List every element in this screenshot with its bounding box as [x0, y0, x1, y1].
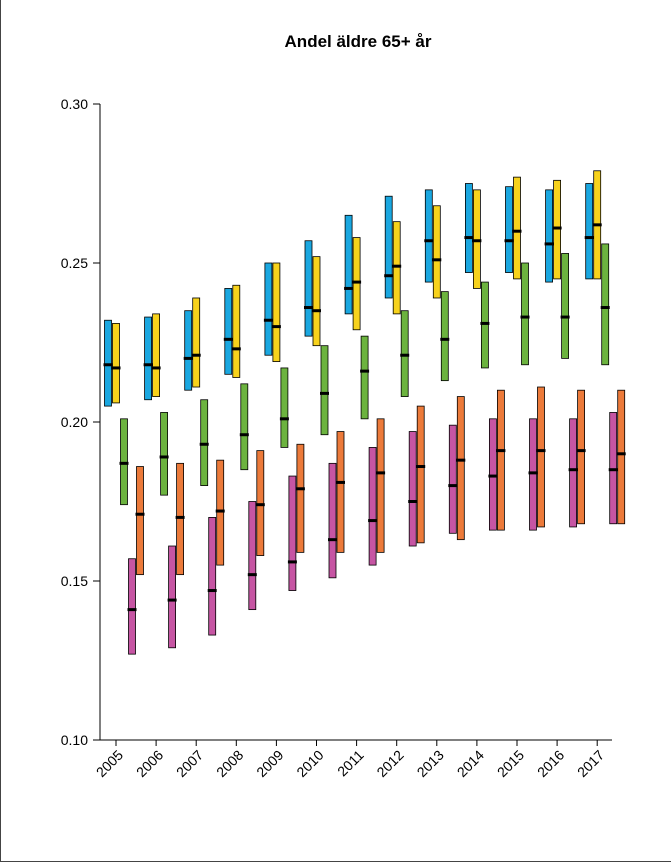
x-tick-label: 2015: [494, 747, 527, 780]
range-bar: [480, 281, 489, 369]
range-bar: [328, 462, 337, 579]
range-bar: [216, 459, 225, 566]
range-bar: [360, 335, 369, 420]
x-tick-label: 2007: [173, 747, 206, 780]
range-bar: [104, 319, 112, 407]
range-bar: [424, 189, 433, 283]
range-bar: [376, 418, 385, 553]
y-tick-label: 0.25: [61, 255, 88, 271]
x-tick-label: 2011: [334, 747, 367, 780]
range-bar: [184, 310, 193, 391]
range-bar: [601, 243, 610, 366]
range-bar: [569, 418, 577, 528]
range-bar: [368, 447, 377, 566]
range-bar: [456, 396, 465, 541]
range-bar: [112, 323, 120, 404]
range-bar: [416, 405, 425, 544]
range-bar: [537, 386, 545, 528]
range-bar: [200, 399, 209, 486]
range-bar: [392, 221, 401, 315]
range-bar: [128, 558, 136, 655]
x-tick-label: 2014: [454, 747, 487, 780]
range-bar: [168, 545, 177, 649]
range-bar: [529, 418, 537, 531]
range-bar: [609, 412, 618, 525]
y-tick-label: 0.20: [61, 414, 88, 430]
range-bar: [336, 431, 345, 553]
x-tick-label: 2005: [93, 747, 126, 780]
range-bar: [488, 418, 497, 531]
y-tick-label: 0.10: [61, 732, 88, 748]
range-bar: [440, 291, 449, 382]
range-bar: [577, 389, 585, 525]
range-bar: [472, 189, 481, 289]
range-bar: [320, 345, 329, 436]
range-bar: [553, 179, 561, 280]
chart-title: Andel äldre 65+ år: [285, 32, 432, 51]
range-bar: [561, 253, 569, 359]
range-bar: [160, 412, 169, 496]
range-bar: [352, 237, 361, 331]
range-bar: [585, 183, 594, 280]
range-bar: [505, 186, 513, 273]
range-bar: [240, 383, 249, 471]
range-bar: [256, 450, 265, 556]
range-bar: [120, 418, 128, 506]
range-bar: [617, 389, 626, 525]
range-bar: [192, 297, 201, 388]
range-bar: [312, 256, 321, 347]
range-bar: [513, 176, 521, 280]
range-bar: [496, 389, 505, 531]
x-tick-label: 2016: [534, 747, 567, 780]
range-bar: [136, 466, 144, 576]
range-bar: [288, 475, 297, 591]
range-bar: [224, 288, 233, 375]
range-bar: [280, 367, 289, 448]
range-bar: [248, 501, 257, 611]
x-tick-label: 2009: [253, 747, 286, 780]
range-bar: [272, 262, 281, 362]
x-tick-label: 2012: [373, 747, 406, 780]
x-tick-label: 2013: [414, 747, 447, 780]
x-tick-label: 2017: [574, 747, 607, 780]
range-bar: [448, 424, 457, 534]
range-bar: [344, 214, 353, 315]
range-bar: [432, 205, 441, 299]
range-bar: [296, 443, 305, 553]
range-bar: [208, 517, 217, 636]
range-bar: [152, 313, 161, 397]
range-bar: [545, 189, 553, 283]
range-bar: [232, 284, 241, 378]
range-bar: [304, 240, 313, 337]
x-tick-label: 2006: [133, 747, 166, 780]
range-bar: [521, 262, 529, 366]
range-bar: [384, 195, 393, 299]
y-tick-label: 0.30: [61, 96, 88, 112]
range-bar: [464, 183, 473, 273]
bars: [103, 170, 626, 655]
range-bar: [144, 316, 153, 401]
x-tick-label: 2008: [213, 747, 246, 780]
axes: 0.10 0.15 0.20 0.25 0.30 2005 2006 2007 2008 2009…: [61, 96, 612, 780]
range-bar: [400, 310, 409, 397]
range-bar: [176, 462, 185, 576]
y-tick-label: 0.15: [61, 573, 88, 589]
x-tick-label: 2010: [293, 747, 326, 780]
range-bar: [408, 431, 417, 547]
range-bar: [264, 262, 273, 356]
